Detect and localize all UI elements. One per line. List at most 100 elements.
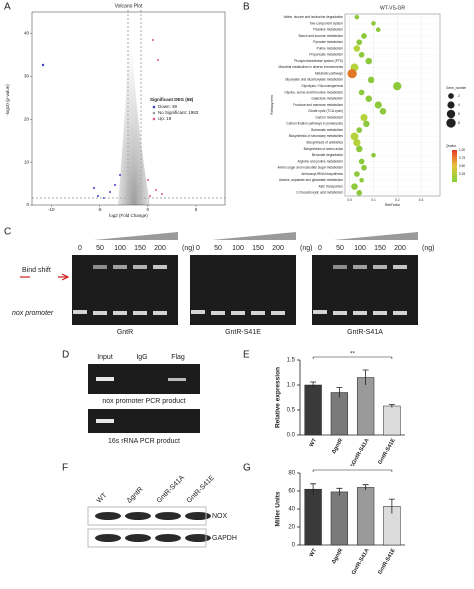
panel-label: E — [243, 350, 250, 361]
bar-chart: 0.0 0.5 1.0 1.5 WT ΔgntR GntR-S41A GntR-S41E ** R… — [275, 352, 405, 466]
error-bar — [310, 483, 317, 495]
concentration-label: 100 — [114, 245, 126, 252]
y-axis-label: Pathway term — [270, 95, 274, 115]
band — [133, 311, 147, 315]
category-label: Valine, leucine and isoleucine degradati… — [284, 15, 344, 19]
blot — [87, 506, 207, 526]
bubble — [371, 152, 376, 158]
band-label: Bind shift — [22, 267, 51, 274]
wedge — [334, 232, 418, 240]
colorbar-label: 1.00 — [459, 148, 465, 152]
chart-title: WT-VS-GR — [380, 5, 405, 11]
y-tick-label: 0.0 — [287, 433, 296, 439]
concentration-label: 50 — [336, 245, 344, 252]
panel-label: A — [4, 2, 11, 13]
category-label: Metabolic pathways — [315, 71, 343, 75]
category-label: Carbon fixation pathways in prokaryotes — [286, 122, 343, 126]
protein-label: NOX — [212, 513, 228, 520]
category-label: Microbial metabolism in diverse environm… — [279, 65, 344, 69]
legend-swatch — [152, 117, 156, 121]
x-tick-label: -10 — [48, 207, 55, 212]
y-axis-label: Miller Units — [275, 491, 282, 526]
category-label: Phosphotransferase system (PTS) — [294, 59, 343, 63]
bubble — [351, 183, 358, 190]
bar-chart: 0 20 40 60 80 WT ΔgntR GntR-S41A GntR-S41E ** Mill… — [275, 465, 405, 576]
bubble — [361, 33, 367, 39]
lane-label: Flag — [171, 354, 185, 361]
concentration-label: 150 — [134, 245, 146, 252]
category-label: Two-component system — [309, 21, 343, 25]
error-bar — [388, 404, 395, 408]
strain-label: ΔgntR — [126, 486, 145, 505]
strain-label: GntR-S41A — [156, 474, 186, 504]
category-label: Glycine, serine and threonine metabolism — [284, 90, 343, 94]
legend-size — [446, 118, 456, 128]
legend-swatch — [152, 111, 156, 115]
category-label: Propanoate metabolism — [309, 53, 343, 57]
band — [113, 265, 127, 269]
x-tick-label: 0.1 — [371, 198, 376, 202]
y-tick-label: 80 — [288, 471, 295, 477]
y-tick-label: 1.0 — [287, 383, 296, 389]
legend-label: 6 — [458, 112, 460, 116]
panel-label: G — [243, 463, 251, 474]
up-points — [147, 39, 163, 197]
point-cloud — [118, 20, 150, 205]
protein-label: GntR — [117, 329, 133, 336]
down-points — [41, 63, 121, 199]
band — [93, 265, 107, 269]
bubble — [393, 81, 402, 91]
x-tick-label: GntR-S41E — [377, 437, 397, 465]
blot-band — [95, 534, 121, 542]
significance-label: ** — [350, 465, 355, 471]
error-bar — [336, 387, 343, 398]
band — [96, 377, 114, 381]
band — [353, 311, 367, 315]
concentration-label: 200 — [154, 245, 166, 252]
protein-label: GntR-S41E — [225, 329, 261, 336]
blot-band — [155, 534, 181, 542]
legend-size — [447, 101, 455, 109]
y-tick-label: 20 — [24, 116, 30, 121]
x-tick-label: ΔgntR — [331, 548, 344, 565]
category-label: Butanoate metabolism — [311, 128, 343, 132]
legend-entry: Up: 19 — [158, 116, 172, 121]
band — [168, 378, 186, 381]
y-axis-label: -log10 (p-value) — [5, 84, 10, 116]
y-tick-label: 0 — [26, 202, 29, 207]
bubble — [356, 39, 363, 46]
significance-bracket — [312, 469, 393, 472]
y-tick-label: 20 — [288, 525, 295, 531]
bubble — [356, 190, 363, 196]
x-tick-label: -5 — [98, 207, 102, 212]
x-tick-label: WT — [309, 437, 319, 448]
category-label: Benzoate degradation — [312, 153, 343, 157]
chart-title: Volcano Plot — [115, 3, 143, 9]
y-tick-label: 30 — [24, 74, 30, 79]
probe-label: nox promoter — [12, 310, 54, 317]
band — [153, 311, 167, 315]
band — [393, 311, 407, 315]
concentration-label: 0 — [196, 245, 200, 252]
bubble — [358, 89, 365, 96]
legend-size — [446, 109, 456, 119]
bar — [330, 491, 349, 546]
band — [113, 311, 127, 315]
category-label: Glycolysis / Gluconeogenesis — [301, 84, 343, 88]
error-bar — [362, 369, 369, 385]
band — [153, 265, 167, 269]
band — [333, 311, 347, 315]
lane-label: Input — [97, 354, 113, 361]
bubble — [347, 68, 357, 79]
category-label: Biosynthesis of antibiotics — [307, 140, 344, 144]
band — [393, 265, 407, 269]
bubble — [361, 164, 367, 171]
protein-label: GntR-S41A — [347, 329, 383, 336]
legend-swatch — [152, 105, 156, 109]
legend-title: Gene_number — [446, 86, 467, 90]
protein-label: GAPDH — [212, 535, 237, 542]
blot-band — [185, 512, 211, 520]
category-label: Arginine and proline metabolism — [297, 159, 343, 163]
legend-entry: No Significant: 1983 — [158, 110, 199, 115]
x-tick-label: 0.2 — [395, 198, 400, 202]
